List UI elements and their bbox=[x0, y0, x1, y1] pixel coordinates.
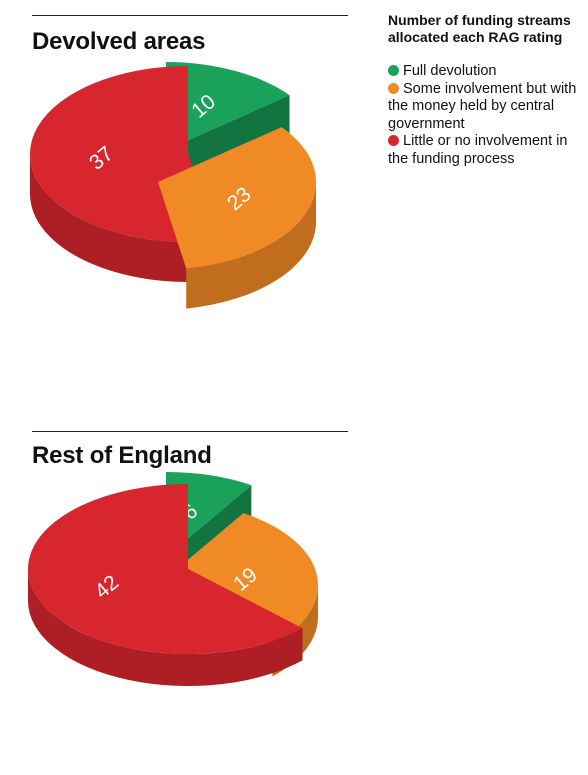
top-rule-rest-of-england bbox=[32, 431, 348, 432]
slice-top bbox=[27, 484, 303, 654]
legend-item-full-devolution: Full devolution bbox=[388, 63, 588, 81]
slice-wall bbox=[28, 569, 303, 686]
chart-title-devolved: Devolved areas bbox=[32, 28, 206, 55]
legend-item-some-involvement: Some involvement but with the money held… bbox=[388, 81, 588, 134]
chart-title-rest-of-england: Rest of England bbox=[32, 442, 212, 469]
orange-dot-icon bbox=[388, 82, 399, 94]
pie-slice-little-or-no-involvement: 42 bbox=[27, 484, 303, 686]
legend-label: Full devolution bbox=[403, 63, 497, 79]
red-dot-icon bbox=[388, 135, 399, 146]
legend-item-little-or-no-involvement: Little or no involvement in the funding … bbox=[388, 133, 588, 168]
legend: Number of funding streams allocated each… bbox=[388, 12, 588, 168]
slice-wall bbox=[30, 154, 217, 282]
slice-top bbox=[158, 513, 318, 645]
legend-label: Some involvement but with the money held… bbox=[388, 80, 577, 132]
legend-label: Little or no involvement in the funding … bbox=[388, 133, 568, 167]
slice-top bbox=[158, 127, 317, 269]
slice-wall bbox=[186, 182, 316, 309]
top-rule-devolved bbox=[32, 15, 348, 16]
legend-title: Number of funding streams allocated each… bbox=[388, 12, 571, 45]
slice-top bbox=[166, 62, 290, 150]
green-dot-icon bbox=[388, 65, 399, 76]
pie-slice-some-involvement: 23 bbox=[158, 127, 317, 309]
